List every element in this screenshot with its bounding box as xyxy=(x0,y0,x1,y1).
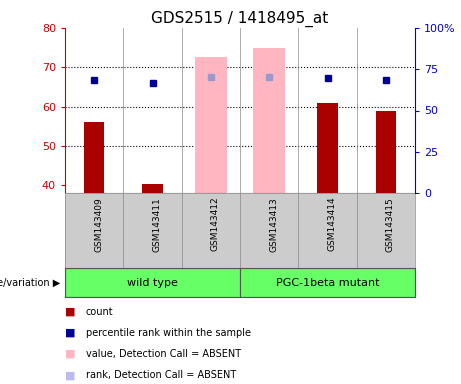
Bar xyxy=(240,268,415,297)
Text: GSM143413: GSM143413 xyxy=(269,197,278,252)
Text: PGC-1beta mutant: PGC-1beta mutant xyxy=(276,278,379,288)
Text: ■: ■ xyxy=(65,307,76,317)
Text: genotype/variation ▶: genotype/variation ▶ xyxy=(0,278,60,288)
Bar xyxy=(65,268,240,297)
Bar xyxy=(376,111,396,193)
Bar xyxy=(84,122,104,193)
Text: wild type: wild type xyxy=(127,278,178,288)
Bar xyxy=(317,103,338,193)
Text: GSM143412: GSM143412 xyxy=(211,197,220,252)
Text: GSM143411: GSM143411 xyxy=(153,197,161,252)
Text: count: count xyxy=(86,307,113,317)
Bar xyxy=(142,184,163,193)
Bar xyxy=(195,58,227,193)
Text: rank, Detection Call = ABSENT: rank, Detection Call = ABSENT xyxy=(86,370,236,380)
Text: ■: ■ xyxy=(65,349,76,359)
Title: GDS2515 / 1418495_at: GDS2515 / 1418495_at xyxy=(151,10,329,26)
Text: GSM143409: GSM143409 xyxy=(94,197,103,252)
Text: percentile rank within the sample: percentile rank within the sample xyxy=(86,328,251,338)
Text: GSM143415: GSM143415 xyxy=(386,197,395,252)
Text: ■: ■ xyxy=(65,370,76,380)
Bar xyxy=(253,48,285,193)
Text: GSM143414: GSM143414 xyxy=(327,197,337,252)
Text: ■: ■ xyxy=(65,328,76,338)
Text: value, Detection Call = ABSENT: value, Detection Call = ABSENT xyxy=(86,349,241,359)
